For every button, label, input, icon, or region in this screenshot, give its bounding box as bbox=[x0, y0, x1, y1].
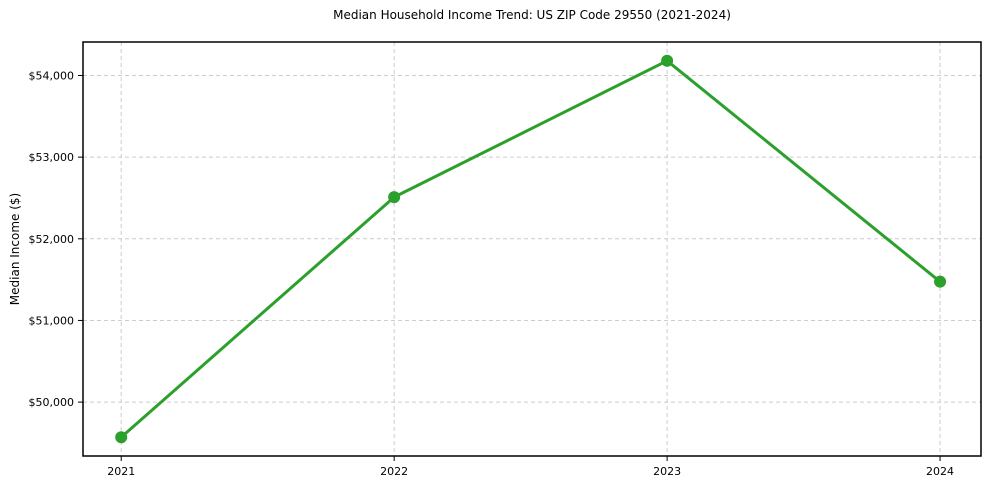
axes-border bbox=[82, 41, 982, 457]
y-tick-label: $54,000 bbox=[29, 69, 75, 82]
data-point-2023 bbox=[661, 54, 674, 67]
y-tick-label: $52,000 bbox=[29, 233, 75, 246]
x-tick-label: 2021 bbox=[107, 465, 135, 478]
x-tick-label: 2023 bbox=[653, 465, 681, 478]
x-tick-label: 2024 bbox=[926, 465, 954, 478]
y-tick-label: $50,000 bbox=[29, 396, 75, 409]
trend-line bbox=[119, 59, 942, 439]
data-point-2021 bbox=[115, 431, 128, 444]
x-tick-label: 2022 bbox=[380, 465, 408, 478]
y-tick-label: $53,000 bbox=[29, 151, 75, 164]
chart-title: Median Household Income Trend: US ZIP Co… bbox=[333, 8, 731, 22]
data-point-2022 bbox=[388, 191, 401, 204]
data-point-2024 bbox=[934, 275, 947, 288]
y-tick-label: $51,000 bbox=[29, 314, 75, 327]
